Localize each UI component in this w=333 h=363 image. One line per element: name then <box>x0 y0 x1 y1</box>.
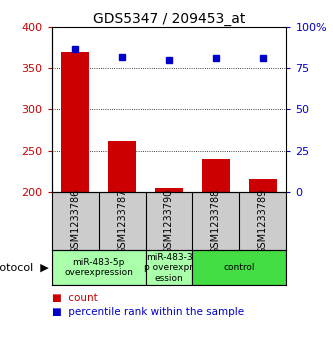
Text: GSM1233789: GSM1233789 <box>258 188 268 254</box>
Text: GSM1233790: GSM1233790 <box>164 188 174 254</box>
Text: GSM1233788: GSM1233788 <box>211 188 221 254</box>
Title: GDS5347 / 209453_at: GDS5347 / 209453_at <box>93 12 245 26</box>
Text: ■  count: ■ count <box>52 293 97 303</box>
Bar <box>155 188 183 192</box>
Bar <box>192 250 286 285</box>
Bar <box>61 52 89 192</box>
Bar <box>202 159 230 192</box>
Text: control: control <box>224 263 255 272</box>
Text: miR-483-3
p overexpr
ession: miR-483-3 p overexpr ession <box>145 253 193 283</box>
Text: ■  percentile rank within the sample: ■ percentile rank within the sample <box>52 307 244 317</box>
Bar <box>108 141 136 192</box>
Text: GSM1233787: GSM1233787 <box>117 188 127 254</box>
Text: miR-483-5p
overexpression: miR-483-5p overexpression <box>64 258 133 277</box>
Bar <box>52 250 146 285</box>
Bar <box>249 179 277 192</box>
Text: GSM1233786: GSM1233786 <box>70 188 80 254</box>
Bar <box>146 250 192 285</box>
Text: protocol  ▶: protocol ▶ <box>0 263 48 273</box>
